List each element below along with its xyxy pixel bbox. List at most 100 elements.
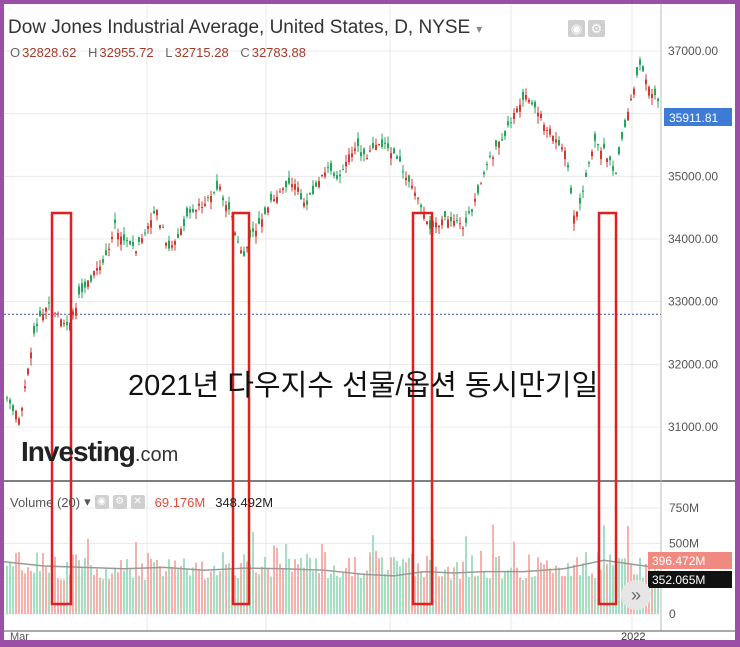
candle-body — [324, 172, 326, 177]
volume-bar — [417, 563, 419, 614]
volume-bar — [210, 571, 212, 614]
candle-body — [495, 140, 497, 147]
volume-bar — [297, 564, 299, 614]
volume-bar — [87, 538, 89, 614]
price-tick-label: 31000.00 — [668, 420, 718, 434]
candle-body — [459, 223, 461, 225]
eye-icon[interactable]: ◉ — [94, 495, 109, 509]
volume-bar — [540, 562, 542, 614]
candle-body — [213, 192, 215, 194]
volume-bar — [477, 575, 479, 614]
candle-body — [447, 219, 449, 228]
volume-bar — [111, 573, 113, 614]
volume-bar — [576, 557, 578, 614]
volume-bar — [531, 576, 533, 614]
candle-body — [351, 153, 353, 158]
candle-body — [111, 237, 113, 240]
volume-bar — [369, 552, 371, 614]
volume-bar — [318, 573, 320, 614]
volume-header: Volume (20) ▾ ◉ ⚙ ✕ 69.176M 348.492M — [10, 494, 273, 510]
volume-bar — [537, 557, 539, 614]
candle-body — [441, 219, 443, 226]
volume-value-black: 348.492M — [215, 494, 274, 510]
volume-label[interactable]: Volume (20) — [10, 494, 81, 510]
candle-body — [555, 139, 557, 143]
candle-body — [39, 310, 41, 317]
candle-body — [63, 323, 65, 325]
candle-body — [60, 319, 62, 327]
volume-bar — [447, 566, 449, 614]
eye-icon[interactable]: ◉ — [568, 20, 585, 37]
candle-body — [300, 193, 302, 200]
volume-bar — [378, 558, 380, 614]
candle-body — [150, 220, 152, 228]
candle-body — [333, 172, 335, 176]
gear-icon[interactable]: ⚙ — [112, 495, 127, 509]
candle-body — [99, 266, 101, 271]
volume-bar — [591, 573, 593, 614]
candle-body — [642, 66, 644, 72]
candle-body — [438, 225, 440, 228]
expiry-highlight-box — [231, 211, 251, 606]
volume-bar — [348, 557, 350, 614]
candle-body — [279, 191, 281, 193]
candle-body — [87, 280, 89, 287]
candle-body — [261, 219, 263, 227]
time-tick-label: 2022 — [621, 631, 645, 640]
volume-bar — [18, 552, 20, 614]
candle-body — [504, 131, 506, 137]
volume-tag-red-label: 396.472M — [652, 554, 705, 568]
chart-title[interactable]: Dow Jones Industrial Average, United Sta… — [8, 17, 482, 39]
candle-body — [291, 184, 293, 188]
candle-body — [255, 230, 257, 237]
candle-body — [597, 144, 599, 146]
volume-bar — [198, 568, 200, 614]
volume-bar — [360, 577, 362, 614]
volume-bar — [285, 544, 287, 614]
candle-body — [627, 111, 629, 121]
candle-body — [54, 312, 56, 314]
volume-bar — [558, 567, 560, 614]
candle-body — [195, 209, 197, 212]
candle-body — [303, 202, 305, 207]
candle-body — [366, 157, 368, 160]
title-caret-icon[interactable]: ▾ — [476, 22, 483, 36]
candle-body — [462, 227, 464, 229]
volume-bar — [84, 557, 86, 614]
candle-body — [24, 386, 26, 389]
candle-body — [390, 153, 392, 159]
candle-body — [519, 104, 521, 112]
volume-bar — [603, 525, 605, 614]
volume-bar — [471, 555, 473, 614]
candle-body — [138, 237, 140, 242]
volume-bar — [132, 577, 134, 614]
candle-body — [222, 197, 224, 201]
candle-body — [564, 150, 566, 160]
logo-main: Investing — [21, 436, 136, 467]
volume-bar — [282, 568, 284, 614]
ohlc-readout: O 32828.62 H 32955.72 L 32715.28 C 32783.88 — [10, 45, 314, 60]
candle-body — [534, 101, 536, 108]
gear-icon[interactable]: ⚙ — [588, 20, 605, 37]
volume-bar — [105, 568, 107, 614]
candle-body — [639, 59, 641, 65]
candle-body — [585, 172, 587, 177]
candle-body — [540, 113, 542, 119]
volume-bar — [75, 554, 77, 614]
close-icon[interactable]: ✕ — [130, 495, 145, 509]
volume-bar — [66, 562, 68, 614]
volume-bar — [363, 573, 365, 614]
volume-bar — [510, 567, 512, 614]
candle-body — [147, 226, 149, 229]
volume-bar — [27, 567, 29, 614]
volume-value-red: 69.176M — [154, 494, 206, 510]
volume-bar — [78, 560, 80, 614]
volume-bar — [273, 545, 275, 614]
volume-bar — [117, 572, 119, 614]
candle-body — [327, 167, 329, 169]
volume-bar — [351, 576, 353, 614]
volume-caret-icon[interactable]: ▾ — [84, 494, 91, 509]
candle-body — [600, 150, 602, 160]
volume-bar — [366, 570, 368, 614]
scroll-to-end-button[interactable]: » — [621, 580, 651, 610]
